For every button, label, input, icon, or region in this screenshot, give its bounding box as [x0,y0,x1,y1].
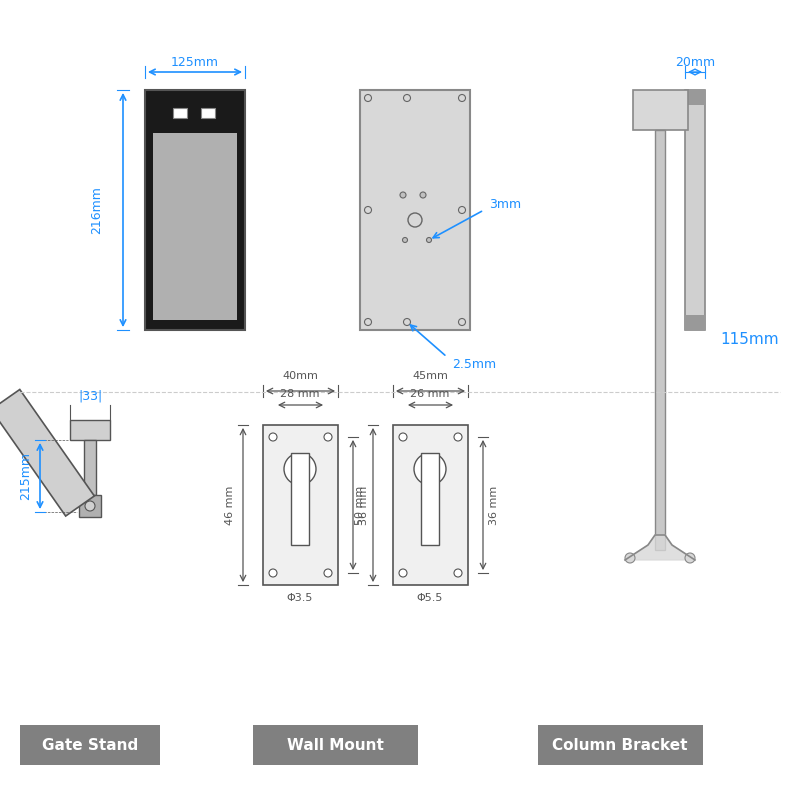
Circle shape [365,94,371,102]
Bar [421,448,439,545]
Text: 36 mm: 36 mm [359,486,369,525]
Circle shape [625,553,635,563]
Bar [291,453,309,545]
Bar [79,495,101,517]
Circle shape [399,569,407,577]
Circle shape [454,433,462,441]
Bar [421,453,439,545]
Text: 216mm: 216mm [90,186,103,234]
Bar [253,725,418,765]
Text: 40mm: 40mm [282,371,318,381]
Bar [84,440,96,495]
Bar [633,90,688,130]
Text: 28 mm: 28 mm [280,389,320,399]
Circle shape [324,433,332,441]
Bar [70,420,110,440]
Circle shape [365,318,371,326]
Circle shape [324,569,332,577]
Circle shape [426,238,431,242]
Polygon shape [0,390,94,516]
Bar [685,90,705,330]
Bar [145,90,245,330]
Text: 46 mm: 46 mm [225,486,235,525]
Circle shape [454,569,462,577]
Text: Gate Stand: Gate Stand [42,738,138,753]
Bar [655,130,665,550]
Bar [20,725,160,765]
Bar [538,725,703,765]
Circle shape [403,318,410,326]
Bar [291,448,309,545]
Circle shape [284,453,316,485]
Bar [685,315,705,330]
Bar [153,133,237,320]
Text: 215mm: 215mm [19,452,32,500]
Bar [173,108,187,118]
Bar [360,90,470,330]
Text: 45mm: 45mm [412,371,448,381]
Circle shape [269,433,277,441]
Circle shape [85,501,95,511]
Circle shape [458,318,466,326]
Circle shape [458,94,466,102]
Bar [393,425,468,585]
Circle shape [269,569,277,577]
Text: 36 mm: 36 mm [489,486,499,525]
Text: 115mm: 115mm [720,333,778,347]
Bar [201,108,215,118]
Circle shape [403,94,410,102]
Text: Wall Mount: Wall Mount [286,738,383,753]
Bar [263,425,338,585]
Circle shape [365,206,371,214]
Circle shape [408,213,422,227]
Text: Φ5.5: Φ5.5 [417,593,443,603]
Circle shape [414,453,446,485]
Text: 3mm: 3mm [489,198,521,211]
Circle shape [685,553,695,563]
Bar [685,90,705,105]
Circle shape [400,192,406,198]
Circle shape [399,433,407,441]
Text: 20mm: 20mm [675,55,715,69]
Text: 125mm: 125mm [171,55,219,69]
Text: Column Bracket: Column Bracket [552,738,688,753]
Text: 26 mm: 26 mm [410,389,450,399]
Text: Φ3.5: Φ3.5 [287,593,313,603]
Polygon shape [625,535,695,560]
Circle shape [420,192,426,198]
Text: |33|: |33| [78,389,102,402]
Text: 50 mm: 50 mm [355,486,365,525]
Text: 2.5mm: 2.5mm [452,358,496,370]
Circle shape [458,206,466,214]
Circle shape [402,238,407,242]
